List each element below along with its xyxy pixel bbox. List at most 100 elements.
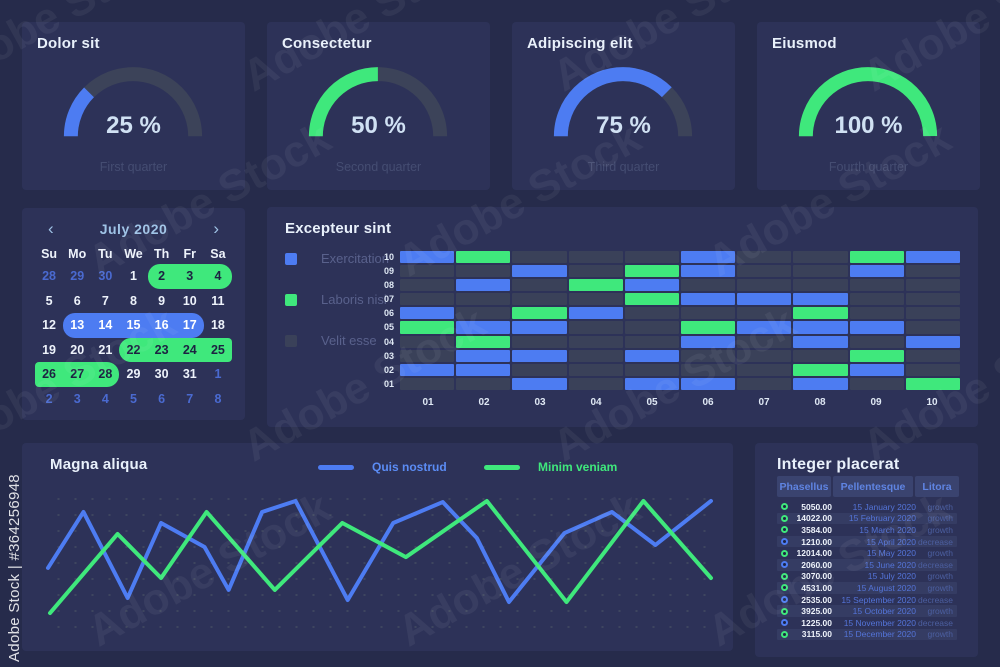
calendar-date-cell[interactable]: 1	[130, 269, 137, 284]
calendar-date-cell[interactable]: 23	[147, 337, 176, 362]
gauge-arc	[553, 67, 693, 137]
calendar-date-cell[interactable]: 4	[203, 264, 232, 289]
calendar-date-cell[interactable]: 5	[45, 293, 53, 308]
gantt-row-label: 09	[383, 266, 394, 277]
cell-status: growth	[927, 571, 953, 582]
calendar-date-cell[interactable]: 21	[98, 342, 113, 357]
gantt-bar-velit	[793, 349, 848, 362]
calendar-date-cell[interactable]: 28	[42, 269, 57, 284]
table-row: 3115.00 15 December 2020 growth	[777, 628, 957, 641]
calendar-date-cell[interactable]: 7	[186, 391, 194, 406]
legend-item-quis-nostrud[interactable]: Quis nostrud	[318, 460, 447, 474]
cell-value: 1210.00	[801, 536, 832, 547]
gantt-bar-velit	[624, 321, 679, 334]
calendar-date-cell[interactable]: 17	[175, 313, 204, 338]
calendar-next-icon[interactable]: ›	[213, 219, 219, 238]
calendar-date-cell[interactable]: 25	[203, 337, 232, 362]
calendar-date-cell[interactable]: 30	[98, 269, 113, 284]
gantt-bar-velit	[624, 307, 679, 320]
gantt-row	[400, 265, 960, 278]
gantt-col-label: 08	[814, 397, 826, 408]
calendar-date-cell[interactable]: 10	[182, 293, 197, 308]
calendar-date-cell[interactable]: 18	[210, 318, 225, 333]
trend-up-icon	[781, 572, 788, 580]
gauge-title: Adipiscing elit	[527, 35, 633, 52]
table-row: 1210.00 15 April 2020 decrease	[777, 535, 957, 548]
gauge-arc	[798, 67, 938, 137]
gantt-bar-velit	[568, 321, 623, 334]
gantt-row-label: 03	[383, 350, 394, 361]
cell-status: decrease	[918, 536, 953, 547]
calendar-date-cell[interactable]: 5	[130, 391, 137, 406]
calendar-date-cell[interactable]: 13	[63, 313, 92, 338]
calendar-date-cell[interactable]: 9	[158, 293, 166, 308]
cell-value: 3925.00	[801, 606, 832, 617]
gantt-bar-exercitation	[512, 377, 567, 390]
calendar-date-cell[interactable]: 2	[45, 391, 53, 406]
calendar-date-cell[interactable]: 29	[126, 367, 141, 382]
gantt-bar-velit	[512, 251, 567, 264]
gantt-bar-exercitation	[849, 321, 904, 334]
calendar-date-cell[interactable]: 30	[154, 367, 169, 382]
gantt-row-label: 06	[383, 308, 394, 319]
gantt-bar-velit	[568, 251, 623, 264]
calendar-date-cell[interactable]: 20	[70, 342, 85, 357]
column-header-litora[interactable]: Litora	[915, 476, 959, 497]
cell-status: growth	[927, 629, 953, 640]
calendar-date-cell[interactable]: 15	[119, 313, 148, 338]
calendar-date-cell[interactable]: 16	[147, 313, 176, 338]
gauge-percent: 25 %	[106, 112, 161, 139]
calendar-date-cell[interactable]: 31	[182, 367, 197, 382]
calendar-date-cell[interactable]: 8	[214, 391, 222, 406]
calendar-date-cell[interactable]: 6	[158, 391, 166, 406]
gantt-col-label: 02	[478, 397, 490, 408]
calendar-date-cell[interactable]: 7	[101, 293, 109, 308]
calendar-date-cell[interactable]: 27	[63, 362, 92, 387]
column-header-pellentesque[interactable]: Pellentesque	[833, 476, 913, 497]
calendar-date-cell[interactable]: 3	[73, 391, 81, 406]
calendar-date-cell[interactable]: 2	[147, 264, 176, 289]
calendar-date-cell[interactable]: 22	[119, 337, 148, 362]
gantt-bar-velit	[512, 293, 567, 306]
cell-value: 3115.00	[801, 629, 832, 640]
cell-status: decrease	[918, 559, 953, 570]
calendar-date-cell[interactable]: 3	[175, 264, 204, 289]
legend-item-velit[interactable]: Velit esse	[285, 333, 389, 348]
calendar-date-cell[interactable]: 24	[175, 337, 204, 362]
gantt-row-label: 07	[383, 294, 394, 305]
gantt-bar-velit	[400, 349, 455, 362]
column-header-phasellus[interactable]: Phasellus	[777, 476, 831, 497]
calendar-date-cell[interactable]: 26	[35, 362, 64, 387]
legend-item-laboris[interactable]: Laboris nisi	[285, 292, 389, 307]
calendar-date-cell[interactable]: 4	[101, 391, 109, 406]
legend-label: Velit esse	[321, 333, 377, 348]
calendar-date-cell[interactable]: 28	[91, 362, 120, 387]
gantt-bar-velit	[905, 307, 960, 320]
gantt-row-label: 10	[383, 252, 394, 262]
cell-date: 15 November 2020	[843, 617, 916, 628]
calendar-date-cell[interactable]: 29	[70, 269, 85, 284]
calendar-date-cell[interactable]: 14	[91, 313, 120, 338]
calendar-date-cell[interactable]: 12	[42, 318, 57, 333]
gauge-value-arc	[798, 67, 938, 137]
calendar-date-cell[interactable]: 6	[73, 293, 81, 308]
legend-item-minim-veniam[interactable]: Minim veniam	[484, 460, 617, 474]
gantt-bar-velit	[512, 335, 567, 348]
gantt-bar-velit	[849, 335, 904, 348]
calendar-date-cell[interactable]: 11	[211, 293, 225, 308]
calendar-day-name: Su	[41, 247, 58, 261]
legend-item-exercitation[interactable]: Exercitation	[285, 251, 389, 266]
gantt-bar-velit	[793, 251, 848, 264]
table-row: 2060.00 15 June 2020 decrease	[777, 558, 957, 571]
cell-date: 15 April 2020	[866, 536, 916, 547]
gantt-bar-velit	[737, 265, 792, 278]
calendar-prev-icon[interactable]: ‹	[48, 219, 54, 238]
calendar-date-cell[interactable]: 1	[214, 367, 222, 382]
line-chart-svg	[48, 485, 717, 640]
table-row: 4531.00 15 August 2020 growth	[777, 582, 957, 594]
series-quis-nostrud	[48, 501, 711, 602]
legend-swatch-green-line	[484, 464, 520, 470]
calendar-date-cell[interactable]: 19	[42, 342, 57, 357]
calendar-date-cell[interactable]: 8	[130, 293, 137, 308]
gauge-card-q1: Dolor sit 25 % First quarter	[22, 22, 245, 190]
